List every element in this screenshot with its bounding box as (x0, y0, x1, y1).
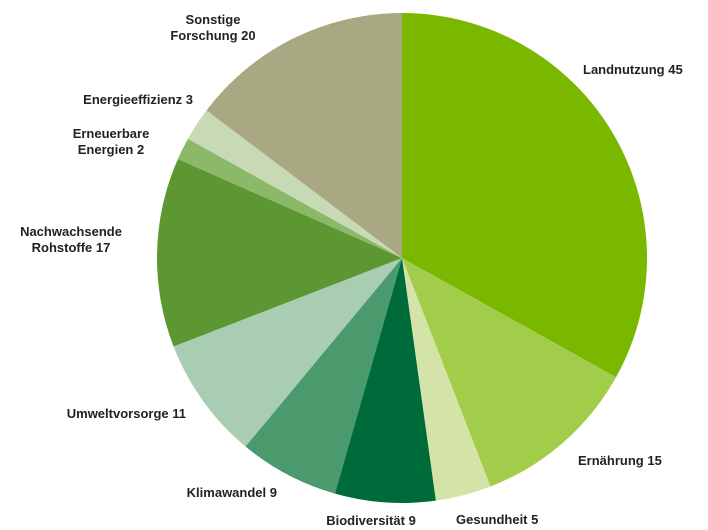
value-label: 9 (269, 485, 277, 500)
pie-slice (402, 258, 617, 487)
pie-slice (402, 13, 647, 378)
category-name: Ernährung (578, 453, 644, 468)
category-name: Energieeffizienz (83, 92, 183, 107)
value-label: 20 (241, 28, 256, 43)
category-name: Sonstige Forschung (170, 12, 241, 43)
category-name: Landnutzung (583, 62, 665, 77)
pie-slice (245, 258, 402, 494)
slice-label: Sonstige Forschung 20 (158, 12, 268, 44)
category-name: Klimawandel (186, 485, 267, 500)
category-name: Biodiversität (326, 513, 405, 528)
pie-slice (177, 138, 402, 258)
slice-label: Gesundheit 5 (456, 512, 566, 528)
value-label: 5 (531, 512, 539, 527)
value-label: 2 (137, 142, 145, 157)
pie-slice (334, 258, 436, 503)
slice-label: Energieeffizienz 3 (13, 92, 193, 108)
value-label: 17 (95, 240, 111, 255)
slice-label: Umweltvorsorge 11 (16, 406, 186, 422)
slice-label: Erneuerbare Energien 2 (66, 126, 156, 158)
slice-label: Biodiversität 9 (311, 513, 431, 529)
value-label: 11 (172, 406, 186, 421)
value-label: 3 (185, 92, 193, 107)
pie-slice (173, 258, 402, 447)
value-label: 45 (668, 62, 683, 77)
slice-label: Ernährung 15 (578, 453, 708, 469)
pie-slice (206, 13, 402, 258)
value-label: 15 (647, 453, 662, 468)
slice-label: Klimawandel 9 (137, 485, 277, 501)
value-label: 9 (408, 513, 416, 528)
pie-slice (156, 159, 402, 347)
slice-label: Landnutzung 45 (583, 62, 708, 78)
slice-label: Nachwachsende Rohstoffe 17 (6, 224, 136, 256)
category-name: Gesundheit (456, 512, 528, 527)
category-name: Umweltvorsorge (66, 406, 169, 421)
category-name: Nachwachsende Rohstoffe (20, 224, 122, 255)
pie-slice (187, 110, 402, 258)
category-name: Erneuerbare Energien (72, 126, 150, 157)
pie-slice (402, 258, 491, 501)
